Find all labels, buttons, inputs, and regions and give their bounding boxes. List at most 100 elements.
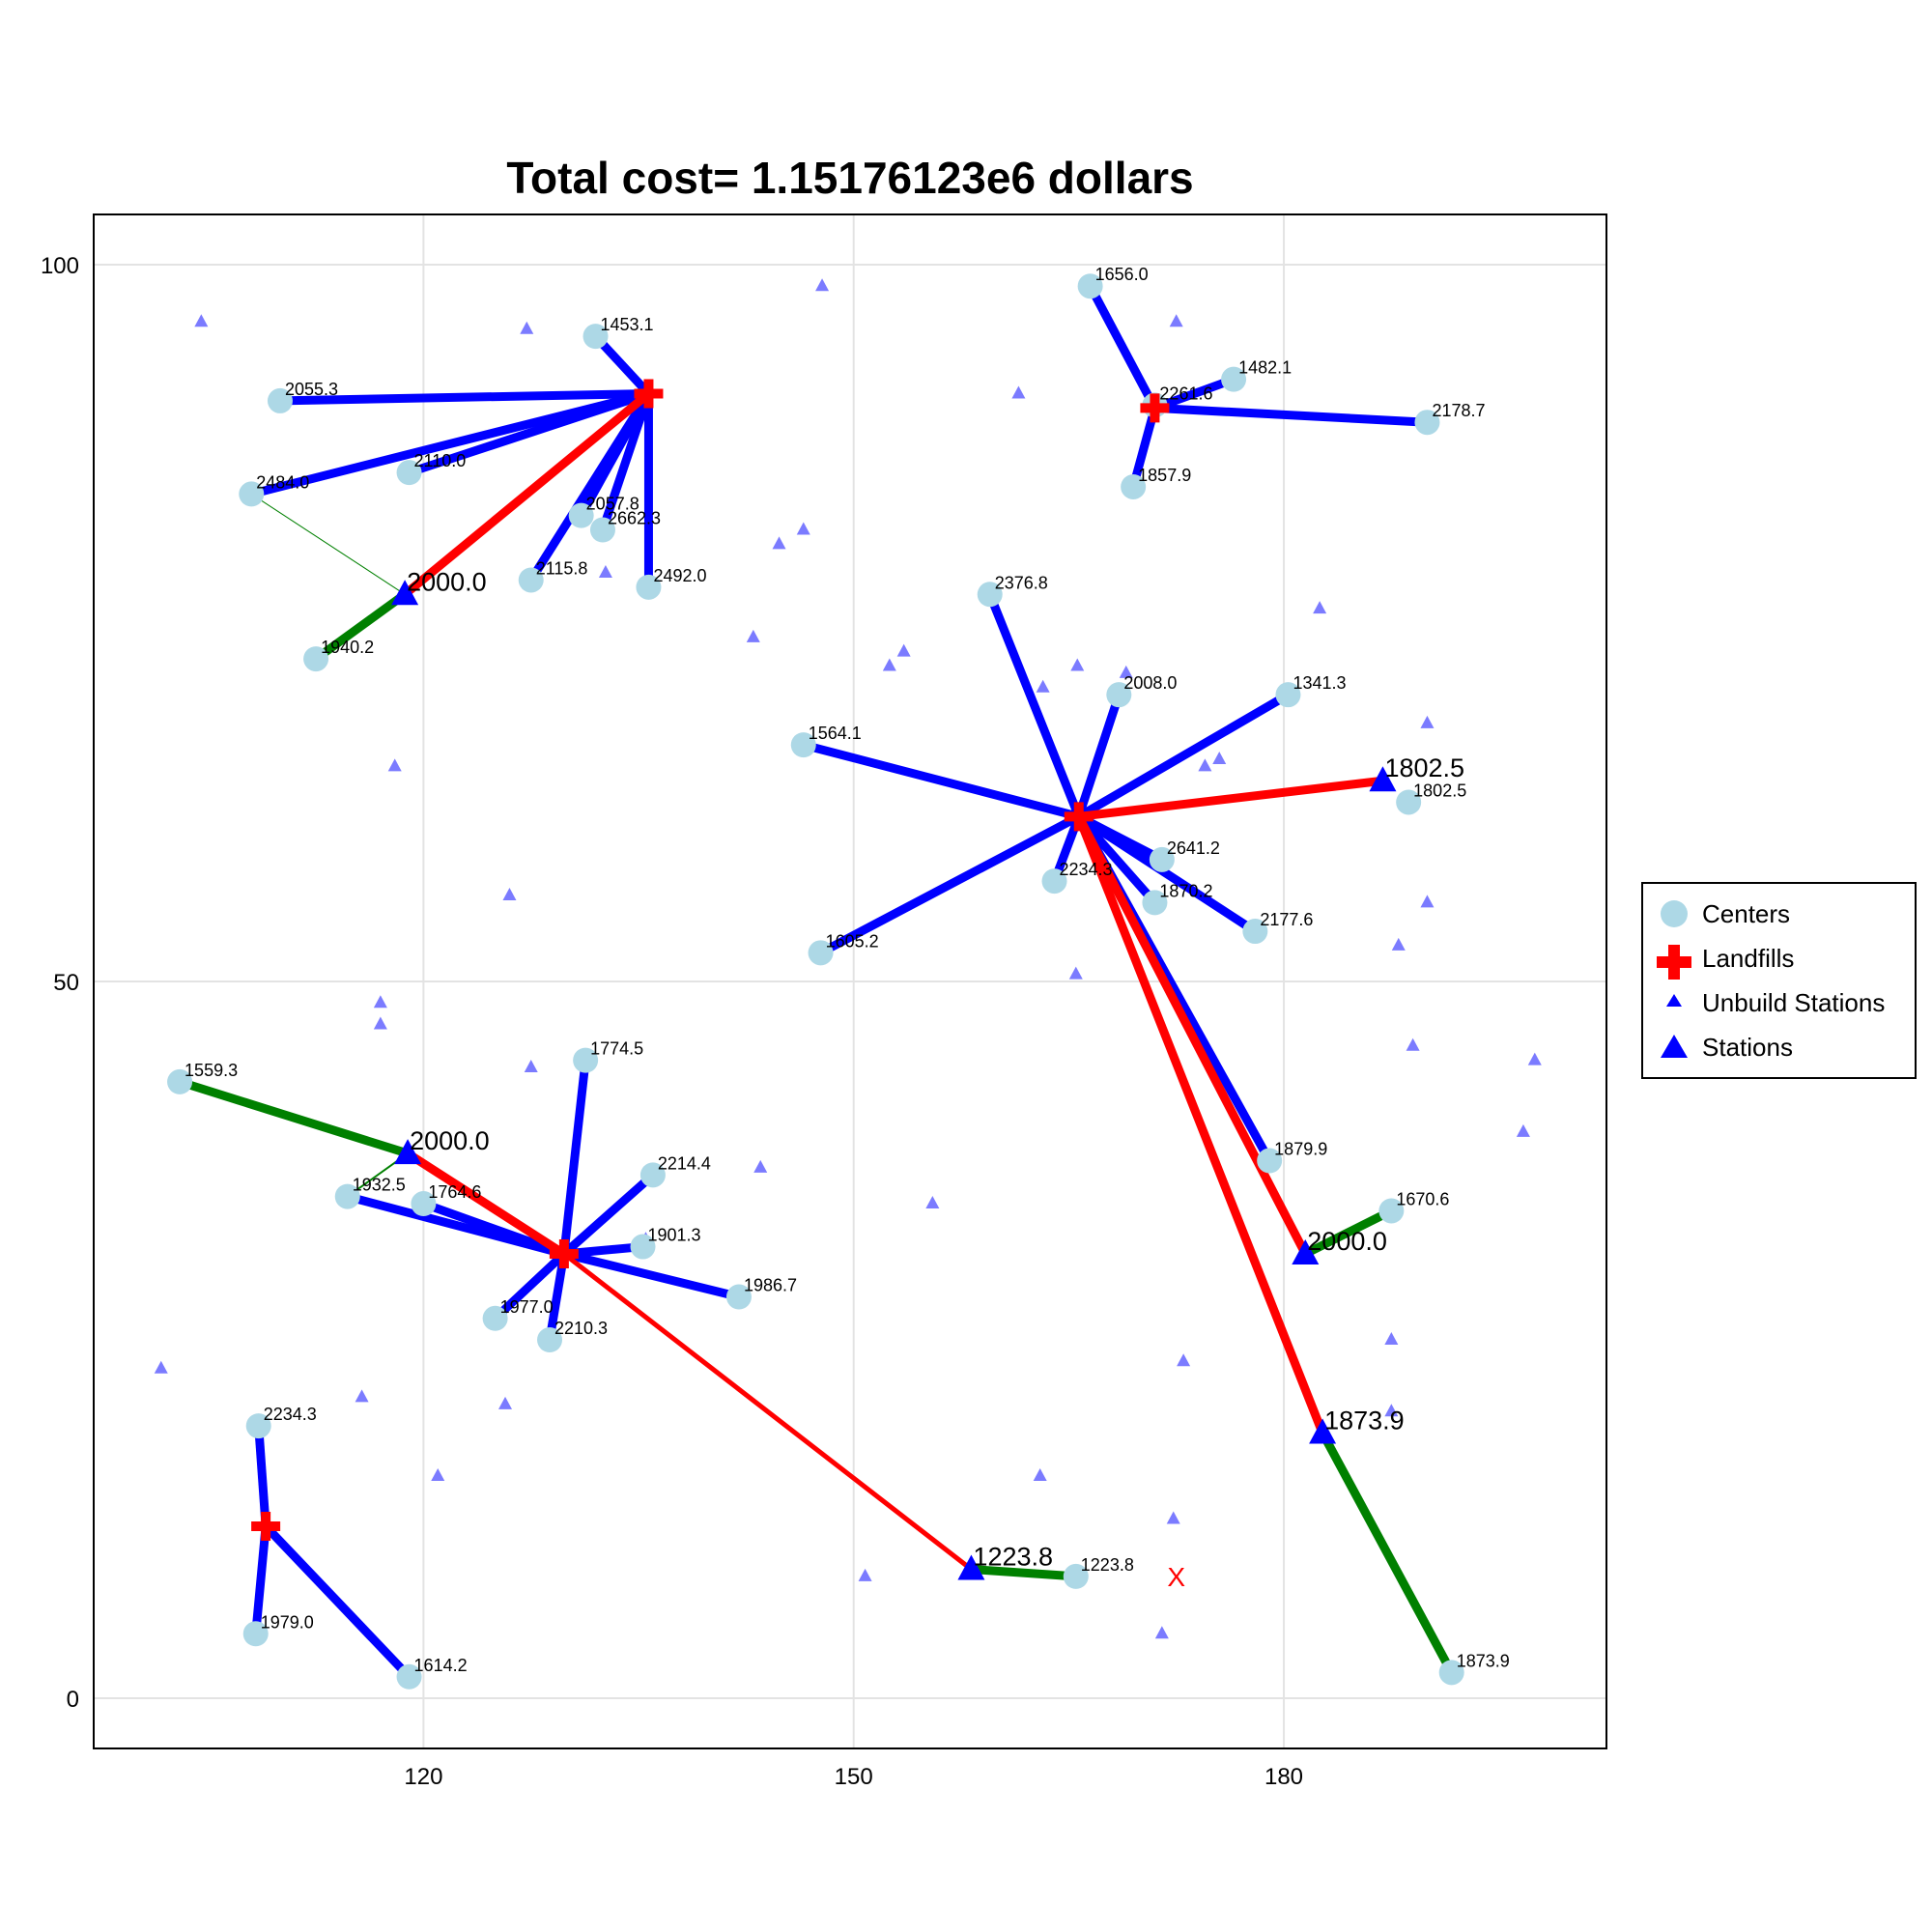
- unbuilt-station-marker: [502, 887, 517, 900]
- center-marker: [639, 1162, 666, 1188]
- center-label: 2214.4: [658, 1153, 711, 1173]
- link-line: [1074, 814, 1327, 1435]
- center-marker: [1142, 890, 1168, 916]
- center-marker: [1257, 1148, 1283, 1174]
- unbuilt-station-marker: [815, 278, 830, 292]
- center-label: 2492.0: [653, 566, 706, 585]
- center-label: 2234.3: [1060, 860, 1113, 879]
- station-marker: [394, 1139, 422, 1165]
- center-label: 1802.5: [1413, 781, 1466, 800]
- link-line: [262, 1522, 412, 1680]
- legend: Centers Landfills Unbuild Stations Stati…: [1641, 882, 1917, 1079]
- center-label: 1879.9: [1274, 1140, 1327, 1159]
- plot-frame: [93, 213, 1607, 1749]
- axis-ticks: 120 150 180 0 50 100: [41, 253, 1303, 1790]
- landfill-marker: [1140, 393, 1170, 423]
- station-label: 1223.8: [973, 1542, 1053, 1571]
- center-label: 2210.3: [554, 1319, 608, 1338]
- legend-station-marker: [1661, 1035, 1688, 1058]
- center-label: 2057.8: [586, 495, 639, 514]
- center-marker: [630, 1234, 656, 1260]
- station-label: 2000.0: [407, 567, 487, 596]
- center-marker: [790, 732, 816, 758]
- unbuilt-station-marker: [154, 1360, 168, 1374]
- link-line: [1154, 403, 1428, 427]
- unbuilt-station-marker: [1070, 658, 1085, 671]
- link-line: [1074, 693, 1123, 818]
- center-label: 2177.6: [1260, 910, 1313, 929]
- center-label: 2376.8: [995, 573, 1048, 592]
- center-marker: [396, 1663, 422, 1690]
- landfill-marker: [251, 1511, 281, 1541]
- unbuilt-station-marker: [896, 643, 911, 657]
- link-line: [1303, 1207, 1394, 1259]
- center-label: 2484.0: [256, 472, 309, 492]
- center-marker: [1149, 846, 1175, 872]
- link-line: [250, 389, 650, 498]
- x-tick-label: 150: [835, 1764, 873, 1790]
- center-marker: [808, 940, 834, 966]
- center-marker: [239, 481, 265, 507]
- center-label: 1870.2: [1159, 881, 1212, 900]
- center-label: 1940.2: [321, 638, 374, 657]
- network-links: [178, 284, 1456, 1680]
- center-marker: [1077, 273, 1103, 299]
- link-line: [421, 1199, 566, 1259]
- landfills: [251, 379, 1170, 1541]
- link-line: [818, 812, 1081, 957]
- unbuilt-station-marker: [1198, 758, 1212, 772]
- link-line: [559, 1060, 590, 1255]
- link-line: [560, 1171, 656, 1258]
- center-label: 2662.3: [608, 509, 661, 528]
- center-marker: [1041, 868, 1067, 895]
- link-line: [279, 389, 649, 406]
- unbuilt-station-marker: [882, 658, 896, 671]
- center-label: 1656.0: [1095, 265, 1149, 284]
- unbuilt-station-marker: [1391, 937, 1406, 951]
- y-tick-label: 0: [67, 1687, 79, 1713]
- center-label: 1764.6: [428, 1182, 481, 1202]
- link-line: [1078, 776, 1383, 821]
- unbuilt-station-marker: [1011, 385, 1026, 399]
- link-line: [313, 590, 408, 663]
- center-label: 1979.0: [261, 1612, 314, 1632]
- center-label: 1774.5: [590, 1039, 643, 1059]
- center-label: 1605.2: [826, 931, 879, 951]
- link-line: [562, 1249, 741, 1301]
- center-label: 2055.3: [285, 380, 338, 399]
- legend-centers: Centers: [1702, 899, 1790, 928]
- link-line: [1076, 691, 1291, 821]
- center-marker: [1063, 1563, 1089, 1589]
- unbuilt-station-marker: [796, 522, 810, 535]
- unbuilt-station-marker: [1527, 1052, 1542, 1065]
- x-tick-label: 120: [404, 1764, 442, 1790]
- link-line: [254, 1425, 270, 1527]
- landfill-marker: [634, 379, 664, 409]
- center-label: 1341.3: [1293, 673, 1346, 693]
- x-tick-label: 180: [1264, 1764, 1303, 1790]
- unbuilt-station-marker: [1212, 751, 1227, 764]
- station-label: 1873.9: [1324, 1406, 1405, 1435]
- x-marker: X: [1167, 1562, 1185, 1592]
- center-label: 2115.8: [536, 558, 588, 578]
- link-line: [492, 1250, 567, 1322]
- station-marker: [957, 1554, 985, 1580]
- center-marker: [636, 574, 662, 600]
- center-label: 2178.7: [1432, 401, 1485, 420]
- center-marker: [1396, 789, 1422, 815]
- center-label: 1670.6: [1396, 1189, 1449, 1208]
- unbuilt-station-marker: [355, 1389, 369, 1403]
- unbuilt-station-marker: [598, 565, 612, 579]
- center-marker: [582, 324, 609, 350]
- center-marker: [725, 1284, 752, 1310]
- link-line: [971, 1564, 1077, 1581]
- link-line: [802, 740, 1080, 821]
- link-line: [402, 390, 652, 598]
- unbuilt-station-marker: [753, 1159, 768, 1173]
- landfill-marker: [549, 1238, 579, 1268]
- center-marker: [482, 1305, 508, 1331]
- link-line: [178, 1077, 410, 1158]
- center-marker: [396, 460, 422, 486]
- unbuilt-station-marker: [1420, 895, 1435, 908]
